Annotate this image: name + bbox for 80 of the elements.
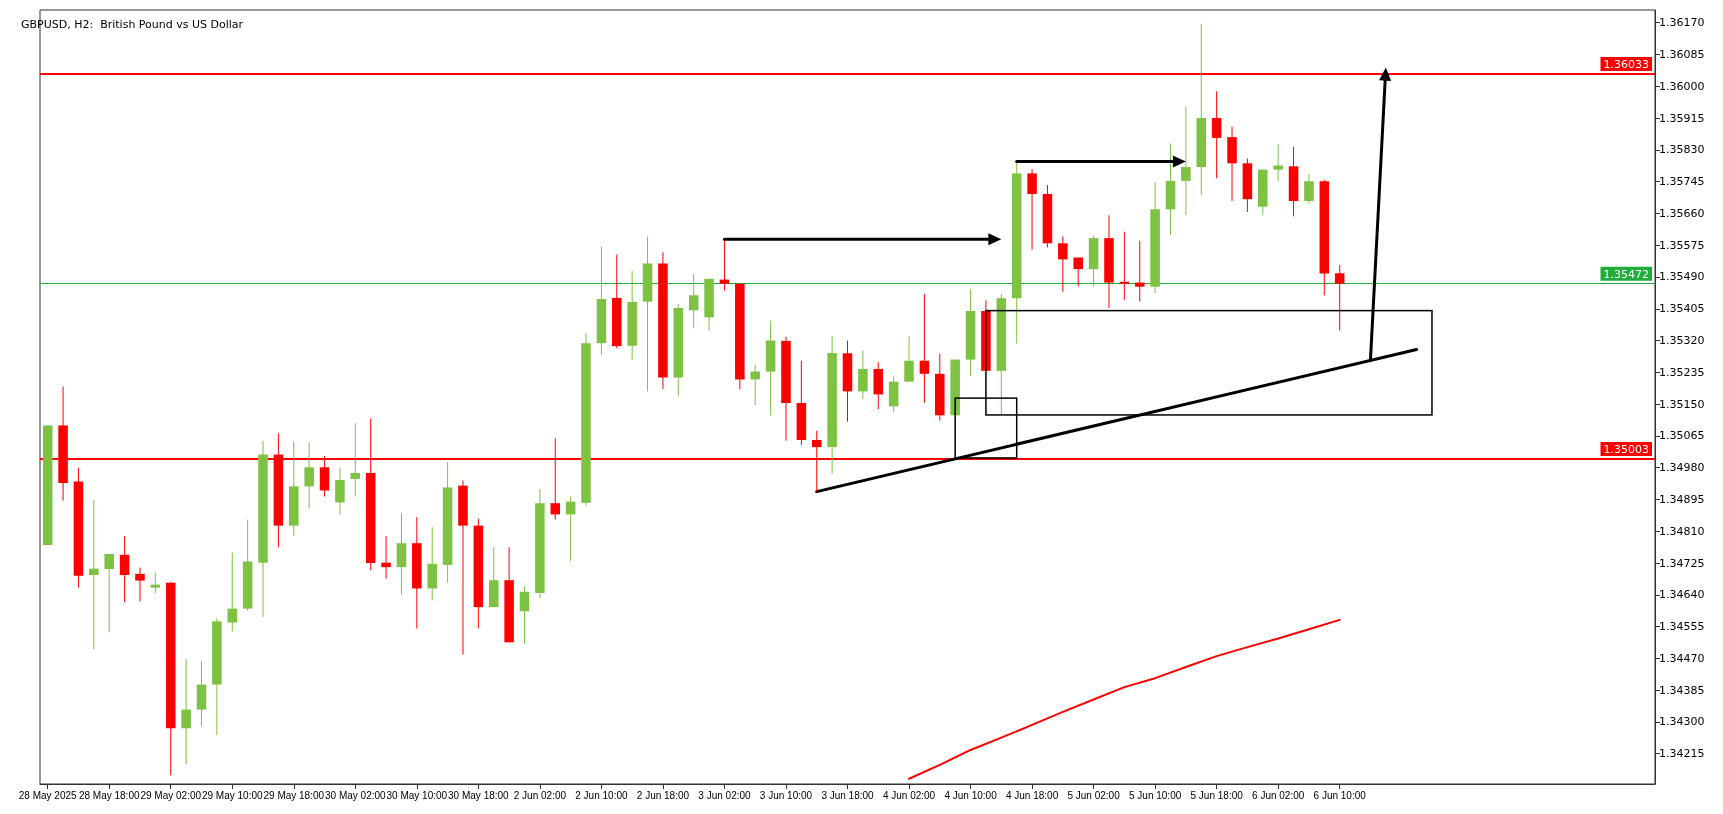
y-tick-label: 1.35490: [1659, 270, 1705, 284]
candlestick: [1273, 143, 1283, 182]
candlestick: [1334, 264, 1345, 331]
line-series: [908, 618, 1341, 780]
candlestick: [119, 535, 130, 603]
y-tick-label: 1.34810: [1659, 524, 1705, 538]
candlestick: [904, 335, 914, 383]
x-tick-label: 6 Jun 02:00: [1252, 789, 1305, 801]
x-tick-label: 28 May 18:00: [78, 789, 140, 801]
candlestick: [858, 350, 868, 400]
candlestick: [350, 422, 361, 497]
candlestick: [104, 553, 114, 633]
x-tick-label: 5 Jun 18:00: [1190, 789, 1244, 801]
y-tick-label: 1.34555: [1659, 620, 1705, 634]
candlestick: [396, 512, 407, 595]
x-tick-label: 5 Jun 02:00: [1067, 789, 1121, 801]
x-tick-label: 30 May 02:00: [325, 789, 387, 801]
y-tick-label: 1.35575: [1659, 238, 1705, 252]
candlestick: [335, 467, 345, 515]
y-tick-label: 1.35150: [1659, 397, 1705, 411]
candlestick: [1134, 240, 1145, 303]
y-tick-label: 1.36170: [1659, 16, 1705, 30]
text: GBPUSD, H2: British Pound vs US Dollar: [21, 18, 244, 31]
y-tick-label: 1.34980: [1659, 461, 1705, 475]
y-tick-label: 1.34725: [1659, 556, 1705, 570]
candlestick: [227, 552, 238, 632]
y-tick-label: 1.35830: [1659, 143, 1705, 157]
y-tick-label: 1.35660: [1659, 206, 1705, 220]
ref-line-label: 1.36033: [1603, 57, 1649, 71]
candlestick: [1119, 231, 1130, 301]
ref-line-label: 1.35003: [1603, 443, 1649, 457]
y-tick-label: 1.34385: [1659, 683, 1705, 697]
candlestick: [150, 572, 161, 594]
candlestick: [519, 586, 530, 645]
candlestick: [181, 658, 191, 765]
x-tick-label: 4 Jun 02:00: [882, 789, 936, 801]
candlestick: [688, 273, 699, 329]
x-tick-label: 4 Jun 10:00: [944, 789, 998, 801]
y-tick-label: 1.35320: [1659, 334, 1705, 348]
y-tick-label: 1.35745: [1659, 175, 1705, 189]
x-tick-label: 28 May 2025: [18, 789, 78, 801]
y-tick-label: 1.35065: [1659, 429, 1705, 443]
x-tick-label: 29 May 18:00: [263, 789, 325, 801]
y-tick-label: 1.34300: [1659, 715, 1705, 729]
candlestick: [719, 238, 730, 291]
candlestick: [89, 499, 99, 650]
candlestick: [1073, 257, 1083, 287]
x-tick-label: 29 May 10:00: [201, 789, 263, 801]
candlestick: [919, 293, 930, 404]
candlestick: [135, 567, 145, 603]
x-tick-label: 3 Jun 18:00: [821, 789, 875, 801]
candlestick: [1027, 168, 1037, 251]
x-tick-label: 3 Jun 10:00: [759, 789, 813, 801]
candlestick: [381, 535, 391, 580]
x-tick-label: 3 Jun 02:00: [698, 789, 752, 801]
candlestick: [304, 441, 314, 509]
x-tick-label: 6 Jun 10:00: [1313, 789, 1367, 801]
y-tick-label: 1.35405: [1659, 302, 1705, 316]
x-tick-label: 30 May 10:00: [386, 789, 448, 801]
y-tick-label: 1.35915: [1659, 111, 1705, 125]
y-tick-label: 1.34895: [1659, 492, 1705, 506]
y-tick-label: 1.34215: [1659, 747, 1705, 761]
y-tick-label: 1.35235: [1659, 365, 1705, 379]
x-tick-label: 2 Jun 02:00: [513, 789, 567, 801]
candlestick: [1181, 106, 1191, 216]
x-tick-label: 2 Jun 10:00: [575, 789, 628, 801]
candlestick: [1211, 90, 1222, 179]
ref-line-label: 1.35472: [1603, 267, 1649, 281]
candlestick: [750, 364, 760, 406]
x-tick-label: 4 Jun 18:00: [1005, 789, 1059, 801]
x-tick-label: 30 May 18:00: [448, 789, 510, 801]
y-tick-label: 1.34640: [1659, 588, 1705, 602]
x-tick-label: 5 Jun 10:00: [1128, 789, 1182, 801]
y-tick-label: 1.34470: [1659, 651, 1705, 665]
x-tick-label: 29 May 02:00: [140, 789, 202, 801]
y-tick-label: 1.36000: [1659, 79, 1705, 93]
y-tick-label: 1.36085: [1659, 48, 1705, 61]
candlestick: [1304, 173, 1314, 205]
candlestick: [1058, 236, 1068, 293]
x-tick-label: 2 Jun 18:00: [636, 789, 690, 801]
